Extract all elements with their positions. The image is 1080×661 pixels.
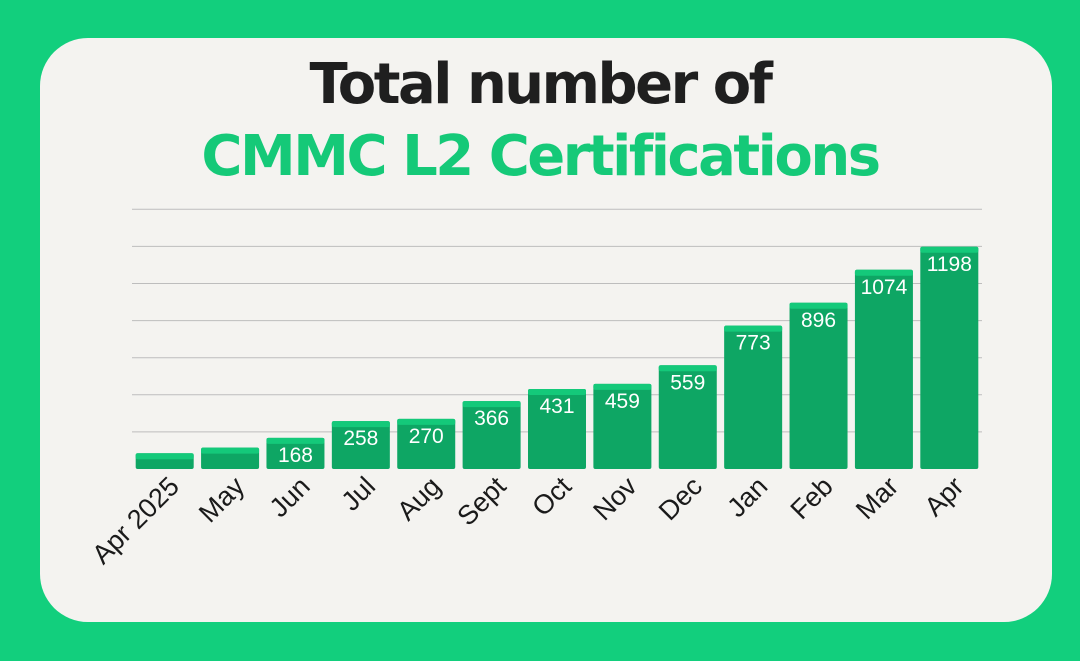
bar [854,269,913,469]
bar-group: 366 Sept [451,401,521,532]
bar-value-label: 258 [343,427,378,450]
bar [920,246,979,469]
bar-cap [135,453,194,460]
bar-cap [397,418,456,425]
bar-group: 896 Feb [785,302,848,525]
bar-cap [462,401,521,408]
bar-group: 1198 Apr [919,246,979,522]
bar-value-label: 896 [801,309,836,332]
bar-group: 459 Nov [587,383,652,527]
bar-cap [854,269,913,276]
bar-cap [201,447,260,454]
bar-group: May [193,447,260,529]
bar-value-label: 559 [670,371,705,394]
bar [658,365,717,469]
bar-value-label: 459 [605,390,640,413]
bar-cap [593,383,652,390]
bar-value-label: 1074 [861,276,908,299]
bar [331,421,390,469]
bar-cap [724,325,783,332]
x-tick-label: Jan [721,471,773,523]
bar-value-label: 431 [539,395,574,418]
bar-cap [920,246,979,253]
bar [593,383,652,469]
bar-cap [331,421,390,428]
bar-group: 270 Aug [391,418,456,526]
bar [266,437,325,469]
chart-title-line1: Total number of [309,52,773,117]
x-tick-label: Apr 2025 [86,471,185,570]
bar-group: 559 Dec [653,365,717,526]
x-tick-label: Jul [335,471,381,517]
x-tick-label: May [193,471,251,529]
chart-title-line2: CMMC L2 Certifications [201,124,881,189]
bar-group: Apr 2025 [86,453,194,570]
bar-value-label: 1198 [927,253,972,276]
bar [724,325,783,469]
x-tick-label: Mar [850,471,904,525]
x-tick-label: Nov [587,471,643,527]
bar-value-label: 168 [278,444,313,467]
bar [397,418,456,469]
bar-value-label: 773 [736,332,771,355]
bar-group: 258 Jul [331,421,390,517]
bar-group: 773 Jan [721,325,783,523]
bar-group: 1074 Mar [850,269,913,525]
bar-value-label: 270 [409,425,444,448]
bar-group: 431 Oct [526,389,586,522]
x-tick-label: Sept [451,471,512,532]
bar-cap [789,302,848,309]
bar [528,389,586,469]
bar-cap [658,365,717,372]
x-tick-label: Feb [785,471,839,525]
bar-value-label: 366 [474,407,509,430]
bar-group: 168 Jun [264,437,325,523]
x-tick-label: Dec [653,471,708,526]
bar [462,401,521,469]
x-tick-label: Jun [264,471,316,523]
x-tick-label: Apr [919,471,970,522]
x-tick-label: Oct [526,471,577,522]
x-tick-label: Aug [391,471,446,526]
bar-cap [528,389,586,396]
bar [789,302,848,469]
bar-cap [266,437,325,444]
